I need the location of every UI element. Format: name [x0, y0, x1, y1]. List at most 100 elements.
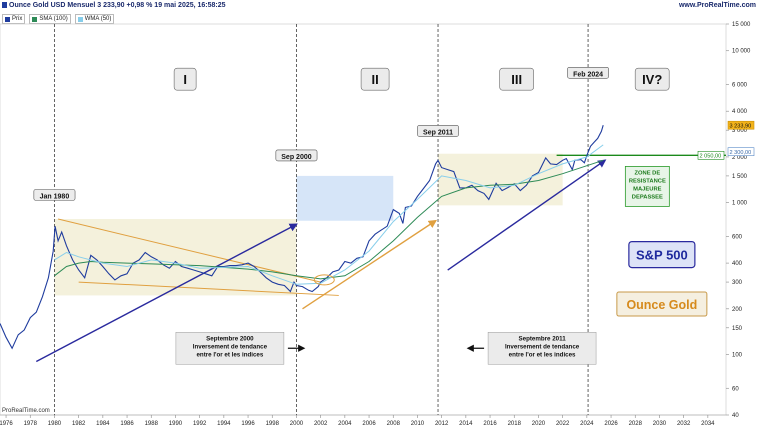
y-tick-label: 150 — [732, 326, 743, 332]
phase-label: IV? — [642, 72, 662, 87]
x-tick-label: 2032 — [677, 421, 691, 427]
trend-arrow — [35, 223, 298, 363]
legend-item-wma[interactable]: WMA (50) — [74, 14, 115, 24]
y-tick-label: 200 — [732, 307, 743, 313]
y-tick-label: 1 000 — [732, 201, 748, 207]
x-tick-label: 1984 — [96, 421, 110, 427]
legend-swatch-icon — [32, 16, 38, 22]
x-tick-label: 2006 — [362, 421, 376, 427]
price-tag-label: 3 233,90 — [730, 123, 752, 129]
trend-line — [57, 218, 321, 283]
price-tag — [727, 120, 755, 130]
y-tick-label: 1 500 — [732, 174, 748, 180]
x-tick-label: 1998 — [266, 421, 280, 427]
ounce-gold-badge — [616, 291, 708, 317]
trend-line — [78, 281, 339, 296]
annotation-text: Inversement de tendance — [193, 343, 268, 350]
sp500-badge — [628, 240, 696, 269]
x-tick-label: 2022 — [556, 421, 570, 427]
x-tick-label: 2004 — [338, 421, 352, 427]
legend-item-sma[interactable]: SMA (100) — [29, 14, 71, 24]
y-tick-label: 15 000 — [732, 22, 751, 28]
x-tick-label: 1990 — [169, 421, 183, 427]
y-tick-label: 6 000 — [732, 82, 748, 88]
annotation-text: Septembre 2011 — [519, 335, 567, 342]
chart-logo-icon — [2, 2, 7, 9]
x-tick-label: 2026 — [604, 421, 618, 427]
y-tick-label: 4 000 — [732, 109, 748, 115]
x-tick-label: 1988 — [145, 421, 159, 427]
website-label[interactable]: www.ProRealTime.com — [678, 2, 756, 9]
resistance-label-text: DEPASSEE — [632, 194, 663, 200]
legend-item-price[interactable]: Prix — [2, 14, 26, 24]
resistance-label-text: ZONE DE — [634, 170, 660, 176]
x-tick-label: 2012 — [435, 421, 449, 427]
x-tick-label: 2024 — [580, 421, 594, 427]
x-tick-label: 2020 — [532, 421, 546, 427]
trend-arrow — [447, 159, 607, 271]
y-tick-label: 600 — [732, 234, 743, 240]
annotation-text: entre l'or et les indices — [509, 351, 576, 358]
date-label: Jan 1980 — [40, 193, 70, 200]
date-label: Feb 2024 — [573, 71, 603, 78]
date-label: Sep 2011 — [423, 129, 453, 136]
x-tick-label: 2002 — [314, 421, 328, 427]
resistance-label-text: MAJEURE — [633, 186, 661, 192]
wma-line — [54, 144, 604, 285]
date-label: Sep 2000 — [281, 154, 311, 161]
trend-arrow — [302, 219, 438, 310]
annotation-text: Inversement de tendance — [505, 343, 580, 350]
resistance-label-box — [624, 166, 670, 207]
x-tick-label: 2010 — [411, 421, 425, 427]
y-tick-label: 100 — [732, 353, 743, 359]
annotation-box — [487, 332, 597, 365]
ounce-gold-badge-label: Ounce Gold — [626, 298, 697, 312]
annotation-text: Septembre 2000 — [206, 335, 254, 342]
phase-label: I — [183, 72, 187, 87]
footer-source: ProRealTime.com — [2, 408, 50, 414]
sp500-badge-label: S&P 500 — [636, 248, 688, 263]
y-tick-label: 3 000 — [732, 128, 748, 134]
x-tick-label: 1996 — [241, 421, 255, 427]
phase-label: II — [371, 72, 378, 87]
x-tick-label: 2028 — [629, 421, 643, 427]
annotation-box — [175, 332, 285, 365]
date-label-box — [417, 125, 459, 137]
x-tick-label: 2016 — [483, 421, 497, 427]
x-tick-label: 2030 — [653, 421, 667, 427]
x-tick-label: 1976 — [0, 421, 13, 427]
highlight-ellipse — [313, 274, 335, 286]
y-tick-label: 300 — [732, 280, 743, 286]
date-label-box — [567, 66, 609, 79]
price-tag — [697, 150, 725, 160]
x-tick-label: 1994 — [217, 421, 231, 427]
phase-label-box — [173, 67, 197, 91]
y-tick-label: 60 — [732, 386, 739, 392]
x-tick-label: 2008 — [387, 421, 401, 427]
legend-swatch-icon — [5, 16, 10, 22]
y-tick-label: 2 000 — [732, 155, 748, 161]
phase-label: III — [511, 72, 522, 87]
y-tick-label: 400 — [732, 261, 743, 267]
x-tick-label: 1982 — [72, 421, 86, 427]
y-tick-label: 10 000 — [732, 49, 751, 55]
phase-label-box — [360, 67, 390, 91]
x-tick-label: 1992 — [193, 421, 207, 427]
date-label-box — [275, 149, 318, 162]
price-tag-label: 2 050,00 — [700, 153, 722, 159]
sma-line — [54, 159, 604, 280]
x-tick-label: 1986 — [120, 421, 134, 427]
x-tick-label: 1978 — [24, 421, 38, 427]
phase-label-box — [634, 67, 670, 91]
price-tag — [727, 147, 755, 157]
legend: Prix SMA (100) WMA (50) — [2, 14, 115, 24]
legend-swatch-icon — [77, 16, 83, 22]
chart-title: Ounce Gold USD Mensuel 3 233,90 +0,98 % … — [2, 2, 226, 9]
phase-label-box — [499, 67, 534, 91]
resistance-label-text: RESISTANCE — [629, 178, 666, 184]
date-label-box — [33, 189, 76, 201]
price-tag-label: 2 300,00 — [730, 150, 752, 156]
y-tick-label: 40 — [732, 413, 739, 419]
